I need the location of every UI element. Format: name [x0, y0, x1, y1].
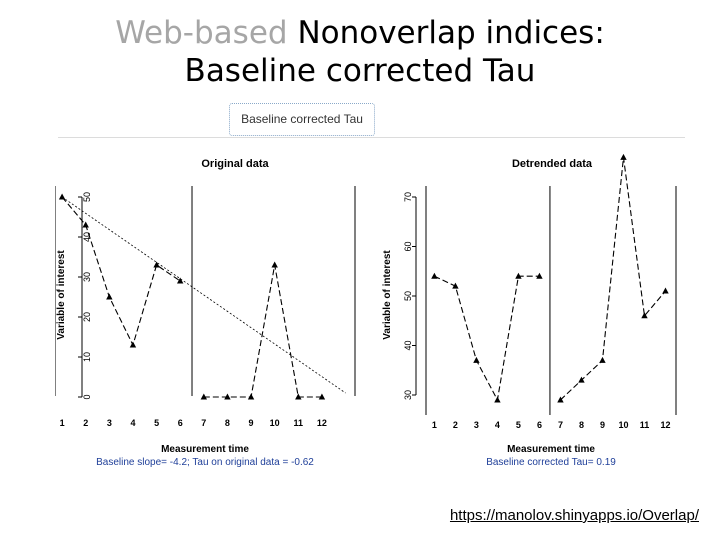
detrended-data-point: [662, 287, 669, 294]
slide-title: Web-based Nonoverlap indices: Baseline c…: [0, 14, 720, 90]
detrended-data-point: [599, 356, 606, 363]
tab-divider: [58, 137, 685, 138]
original-y-tick-label: 40: [82, 232, 92, 242]
original-y-axis-label: Variable of interest: [56, 250, 67, 340]
original-y-tick-label: 0: [82, 394, 92, 399]
original-data-point: [271, 261, 278, 268]
detrended-x-tick-label: 1: [432, 420, 437, 430]
original-chart-title: Original data: [201, 158, 269, 170]
detrended-data-point: [515, 272, 522, 279]
detrended-x-tick-label: 3: [474, 420, 479, 430]
title-line-2: Baseline corrected Tau: [184, 53, 536, 89]
original-x-tick-label: 11: [294, 418, 304, 428]
detrended-baseline-series-line: [434, 275, 540, 402]
detrended-data-point: [578, 376, 585, 383]
original-x-tick-label: 2: [83, 418, 88, 428]
original-x-tick-label: 12: [317, 418, 327, 428]
overlap-app-link[interactable]: https://manolov.shinyapps.io/Overlap/: [449, 507, 699, 524]
original-baseline-trend-line: [61, 196, 346, 394]
original-x-tick-label: 10: [270, 418, 280, 428]
detrended-data-point: [536, 272, 543, 279]
detrended-data-point: [452, 282, 459, 289]
detrended-y-tick-label: 40: [403, 340, 413, 350]
detrended-chart-title: Detrended data: [512, 158, 593, 170]
detrended-data-point: [620, 153, 627, 160]
original-data-point: [82, 221, 89, 228]
detrended-treatment-series-line: [560, 157, 666, 401]
detrended-y-tick-label: 50: [403, 291, 413, 301]
detrended-x-tick-label: 7: [558, 420, 563, 430]
detrended-x-axis-label: Measurement time: [507, 444, 595, 455]
detrended-x-tick-label: 8: [579, 420, 584, 430]
detrended-x-tick-label: 6: [537, 420, 542, 430]
original-x-axis-label: Measurement time: [161, 444, 249, 455]
detrended-data-point: [641, 312, 648, 319]
original-data-point: [176, 277, 184, 284]
original-x-tick-label: 5: [154, 418, 159, 428]
detrended-x-tick-label: 12: [660, 420, 670, 430]
detrended-data-chart: Detrended data 30 40 50 60 70 Variable of inte…: [382, 153, 677, 468]
original-y-tick-label: 30: [82, 272, 92, 282]
original-data-point: [295, 393, 302, 400]
title-main-text: Nonoverlap indices:: [297, 15, 605, 51]
detrended-x-tick-label: 2: [453, 420, 458, 430]
detrended-data-point: [557, 396, 564, 403]
original-baseline-series-line: [61, 196, 181, 347]
original-x-tick-label: 9: [249, 418, 254, 428]
detrended-x-tick-label: 4: [495, 420, 500, 430]
original-data-chart: Original data 0 10 20 30 40 50 Variable of inte…: [55, 158, 356, 468]
original-y-tick-label: 20: [82, 312, 92, 322]
original-y-tick-label: 50: [82, 192, 92, 202]
detrended-x-tick-label: 10: [618, 420, 628, 430]
original-x-tick-label: 8: [225, 418, 230, 428]
detrended-data-point: [494, 396, 501, 403]
original-x-tick-label: 7: [201, 418, 206, 428]
detrended-caption: Baseline corrected Tau= 0.19: [486, 457, 616, 468]
detrended-data-point: [431, 272, 438, 279]
title-muted-text: Web-based: [115, 15, 288, 51]
detrended-y-tick-label: 60: [403, 241, 413, 251]
detrended-x-tick-label: 5: [516, 420, 521, 430]
original-data-point: [58, 193, 66, 200]
original-treatment-series-line: [203, 264, 322, 398]
detrended-x-tick-label: 9: [600, 420, 605, 430]
original-x-tick-label: 1: [60, 418, 65, 428]
original-data-point: [129, 341, 137, 348]
original-y-tick-label: 10: [82, 352, 92, 362]
original-x-tick-label: 4: [130, 418, 135, 428]
original-x-tick-label: 3: [107, 418, 112, 428]
original-caption: Baseline slope= -4.2; Tau on original da…: [96, 457, 314, 468]
detrended-x-tick-label: 11: [640, 420, 650, 430]
original-data-point: [153, 261, 160, 268]
original-data-point: [247, 393, 255, 400]
detrended-data-point: [473, 356, 480, 363]
detrended-y-axis-label: Variable of interest: [382, 250, 393, 340]
original-x-tick-label: 6: [178, 418, 183, 428]
original-data-point: [318, 393, 326, 400]
detrended-y-tick-label: 30: [403, 390, 413, 400]
original-data-point: [224, 393, 231, 400]
original-data-point: [200, 393, 208, 400]
original-data-point: [106, 293, 113, 300]
detrended-y-tick-label: 70: [403, 192, 413, 202]
tab-baseline-corrected-tau[interactable]: Baseline corrected Tau: [229, 103, 375, 136]
title-line-1: Web-based Nonoverlap indices:: [0, 14, 720, 52]
